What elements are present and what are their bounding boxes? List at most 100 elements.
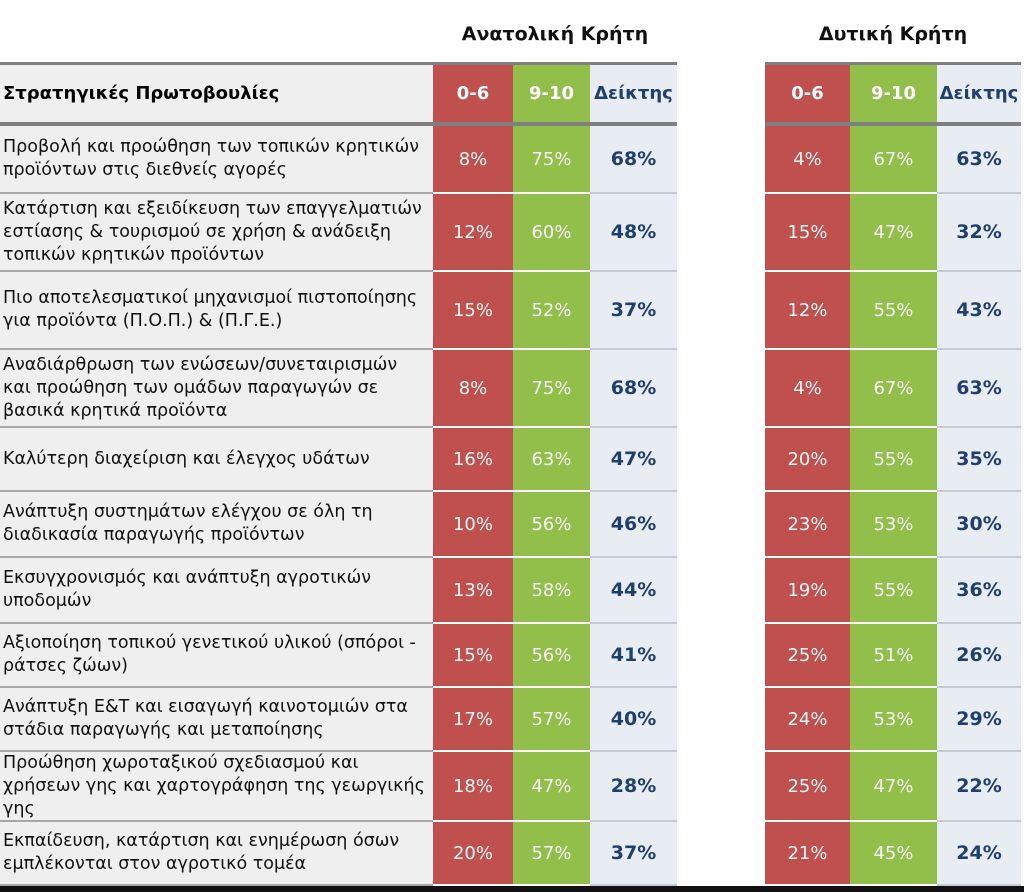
east-index-value: 44% <box>590 558 677 624</box>
east-high-value: 52% <box>513 272 590 350</box>
west-index-value: 24% <box>937 822 1021 886</box>
west-index-value: 63% <box>937 350 1021 428</box>
west-index-value: 29% <box>937 688 1021 752</box>
east-high-value: 57% <box>513 688 590 752</box>
row-label: Εκπαίδευση, κατάρτιση και ενημέρωση όσων… <box>0 822 433 886</box>
east-col-high-header: 9-10 <box>513 62 590 126</box>
east-col-index-header: Δείκτης <box>590 62 677 126</box>
row-label: Προβολή και προώθηση των τοπικών κρητικώ… <box>0 126 433 194</box>
west-high-value: 53% <box>850 688 937 752</box>
west-high-value: 53% <box>850 492 937 558</box>
east-low-value: 10% <box>433 492 513 558</box>
table-row: Καλύτερη διαχείριση και έλεγχος υδάτων 16… <box>0 428 1024 492</box>
east-low-value: 18% <box>433 752 513 822</box>
west-col-index-header: Δείκτης <box>937 62 1021 126</box>
row-label: Αναδιάρθρωση των ενώσεων/συνεταιρισμών κ… <box>0 350 433 428</box>
east-index-value: 28% <box>590 752 677 822</box>
west-low-value: 21% <box>765 822 850 886</box>
region-separator <box>677 62 765 892</box>
west-index-value: 26% <box>937 624 1021 688</box>
east-high-value: 63% <box>513 428 590 492</box>
west-col-high-header: 9-10 <box>850 62 937 126</box>
east-low-value: 15% <box>433 624 513 688</box>
bottom-border <box>0 886 1024 892</box>
west-index-value: 30% <box>937 492 1021 558</box>
west-index-value: 43% <box>937 272 1021 350</box>
east-low-value: 20% <box>433 822 513 886</box>
east-high-value: 75% <box>513 126 590 194</box>
west-high-value: 47% <box>850 194 937 272</box>
east-low-value: 17% <box>433 688 513 752</box>
table-row: Ανάπτυξη Ε&Τ και εισαγωγή καινοτομιών στ… <box>0 688 1024 752</box>
table-row: Πιο αποτελεσματικοί μηχανισμοί πιστοποίη… <box>0 272 1024 350</box>
east-high-value: 56% <box>513 624 590 688</box>
west-high-value: 47% <box>850 752 937 822</box>
east-index-value: 68% <box>590 350 677 428</box>
row-label: Κατάρτιση και εξειδίκευση των επαγγελματ… <box>0 194 433 272</box>
table-row: Εκπαίδευση, κατάρτιση και ενημέρωση όσων… <box>0 822 1024 886</box>
east-index-value: 68% <box>590 126 677 194</box>
west-high-value: 55% <box>850 428 937 492</box>
east-high-value: 75% <box>513 350 590 428</box>
table-row: Ανάπτυξη συστημάτων ελέγχου σε όλη τη δι… <box>0 492 1024 558</box>
west-index-value: 63% <box>937 126 1021 194</box>
west-col-low-header: 0-6 <box>765 62 850 126</box>
west-high-value: 51% <box>850 624 937 688</box>
row-label: Αξιοποίηση τοπικού γενετικού υλικού (σπό… <box>0 624 433 688</box>
west-low-value: 4% <box>765 350 850 428</box>
west-low-value: 24% <box>765 688 850 752</box>
row-label: Εκσυγχρονισμός και ανάπτυξη αγροτικών υπ… <box>0 558 433 624</box>
west-low-value: 23% <box>765 492 850 558</box>
region-title-west: Δυτική Κρήτη <box>818 23 968 45</box>
table-row: Προώθηση χωροταξικού σχεδιασμού και χρήσ… <box>0 752 1024 822</box>
west-high-value: 45% <box>850 822 937 886</box>
west-low-value: 19% <box>765 558 850 624</box>
east-low-value: 13% <box>433 558 513 624</box>
west-low-value: 25% <box>765 752 850 822</box>
west-index-value: 32% <box>937 194 1021 272</box>
table-header-row: Στρατηγικές Πρωτοβουλίες 0-6 9-10 Δείκτη… <box>0 62 1024 126</box>
east-col-low-header: 0-6 <box>433 62 513 126</box>
west-low-value: 12% <box>765 272 850 350</box>
east-low-value: 12% <box>433 194 513 272</box>
table-row: Προβολή και προώθηση των τοπικών κρητικώ… <box>0 126 1024 194</box>
west-index-value: 22% <box>937 752 1021 822</box>
region-title-east: Ανατολική Κρήτη <box>461 23 649 45</box>
east-high-value: 57% <box>513 822 590 886</box>
east-high-value: 60% <box>513 194 590 272</box>
west-high-value: 55% <box>850 272 937 350</box>
east-high-value: 56% <box>513 492 590 558</box>
east-index-value: 48% <box>590 194 677 272</box>
west-high-value: 55% <box>850 558 937 624</box>
east-index-value: 37% <box>590 822 677 886</box>
east-index-value: 37% <box>590 272 677 350</box>
east-index-value: 47% <box>590 428 677 492</box>
west-low-value: 20% <box>765 428 850 492</box>
west-low-value: 4% <box>765 126 850 194</box>
table-row: Κατάρτιση και εξειδίκευση των επαγγελματ… <box>0 194 1024 272</box>
east-high-value: 58% <box>513 558 590 624</box>
row-label: Ανάπτυξη Ε&Τ και εισαγωγή καινοτομιών στ… <box>0 688 433 752</box>
west-low-value: 25% <box>765 624 850 688</box>
table-row: Αξιοποίηση τοπικού γενετικού υλικού (σπό… <box>0 624 1024 688</box>
east-high-value: 47% <box>513 752 590 822</box>
east-low-value: 15% <box>433 272 513 350</box>
east-index-value: 40% <box>590 688 677 752</box>
west-index-value: 35% <box>937 428 1021 492</box>
east-index-value: 46% <box>590 492 677 558</box>
west-low-value: 15% <box>765 194 850 272</box>
east-low-value: 16% <box>433 428 513 492</box>
row-label: Ανάπτυξη συστημάτων ελέγχου σε όλη τη δι… <box>0 492 433 558</box>
row-label: Προώθηση χωροταξικού σχεδιασμού και χρήσ… <box>0 752 433 822</box>
row-header-label: Στρατηγικές Πρωτοβουλίες <box>0 62 433 126</box>
table-row: Εκσυγχρονισμός και ανάπτυξη αγροτικών υπ… <box>0 558 1024 624</box>
table-row: Αναδιάρθρωση των ενώσεων/συνεταιρισμών κ… <box>0 350 1024 428</box>
row-label: Καλύτερη διαχείριση και έλεγχος υδάτων <box>0 428 433 492</box>
west-high-value: 67% <box>850 350 937 428</box>
west-index-value: 36% <box>937 558 1021 624</box>
east-low-value: 8% <box>433 126 513 194</box>
row-label: Πιο αποτελεσματικοί μηχανισμοί πιστοποίη… <box>0 272 433 350</box>
east-index-value: 41% <box>590 624 677 688</box>
west-high-value: 67% <box>850 126 937 194</box>
east-low-value: 8% <box>433 350 513 428</box>
